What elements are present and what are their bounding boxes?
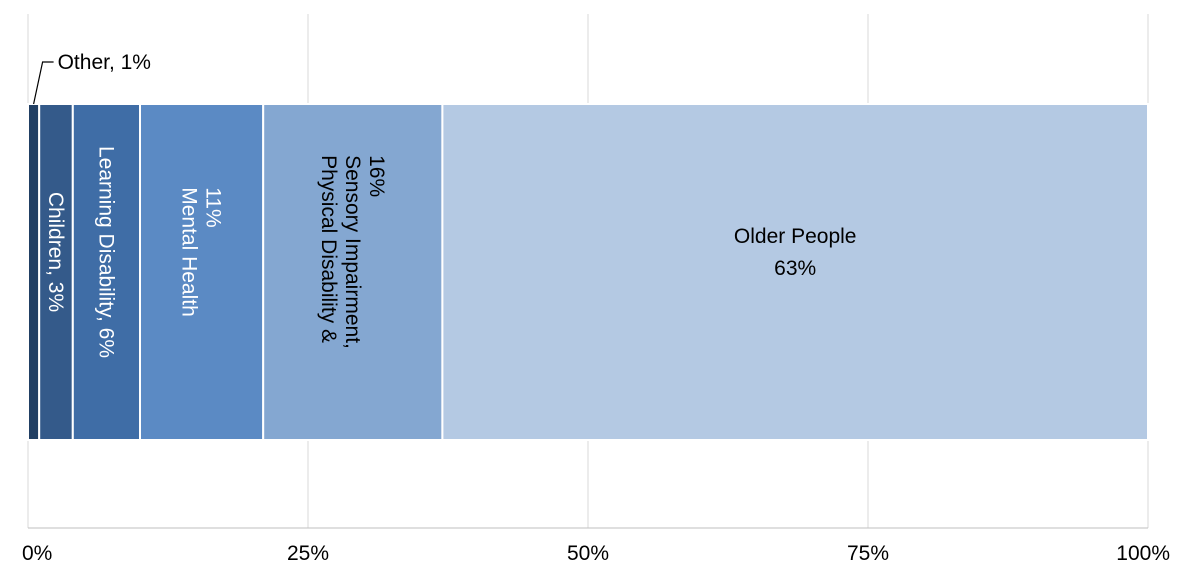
segment-label-older-people: Older People 63% [734, 225, 857, 280]
segment-label-other: Other, 1% [58, 51, 151, 74]
segment-label-line: Mental Health [178, 187, 201, 317]
bar-segment-other [27, 103, 41, 441]
segment-label-children: Children, 3% [44, 192, 67, 312]
bar-segment-mental-health [139, 103, 265, 441]
x-tick-label: 75% [847, 542, 889, 565]
bar-segments [27, 103, 1149, 441]
segment-label-line: 16% [365, 155, 388, 197]
segment-label-line: 11% [202, 187, 225, 227]
segment-label-physical-disability-sensory-impairment: Physical Disability &Sensory Impairment,… [317, 155, 388, 349]
x-tick-label: 50% [567, 542, 609, 565]
segment-label-mental-health: Mental Health11% [178, 187, 225, 317]
segment-label-line: Children, 3% [44, 192, 67, 312]
bar-segment-older-people [441, 103, 1149, 441]
segment-labels: Other, 1% Children, 3% Learning Disability… [33, 51, 857, 358]
bar-segment-physical-disability-sensory-impairment [262, 103, 444, 441]
x-axis-tick-labels: 0% 25% 50% 75% 100% [22, 542, 1170, 565]
segment-label-line: Older People [734, 225, 857, 248]
x-tick-label: 25% [287, 542, 329, 565]
segment-label-line: Learning Disability, 6% [94, 146, 117, 358]
segment-label-learning-disability: Learning Disability, 6% [94, 146, 117, 358]
bar-segment-learning-disability [71, 103, 141, 441]
leader-line-other [33, 61, 54, 105]
segment-label-line: 63% [774, 257, 816, 280]
segment-label-line: Physical Disability & [317, 155, 340, 343]
x-tick-label: 0% [22, 542, 52, 565]
x-tick-label: 100% [1116, 542, 1170, 565]
segment-label-line: Sensory Impairment, [341, 155, 364, 349]
